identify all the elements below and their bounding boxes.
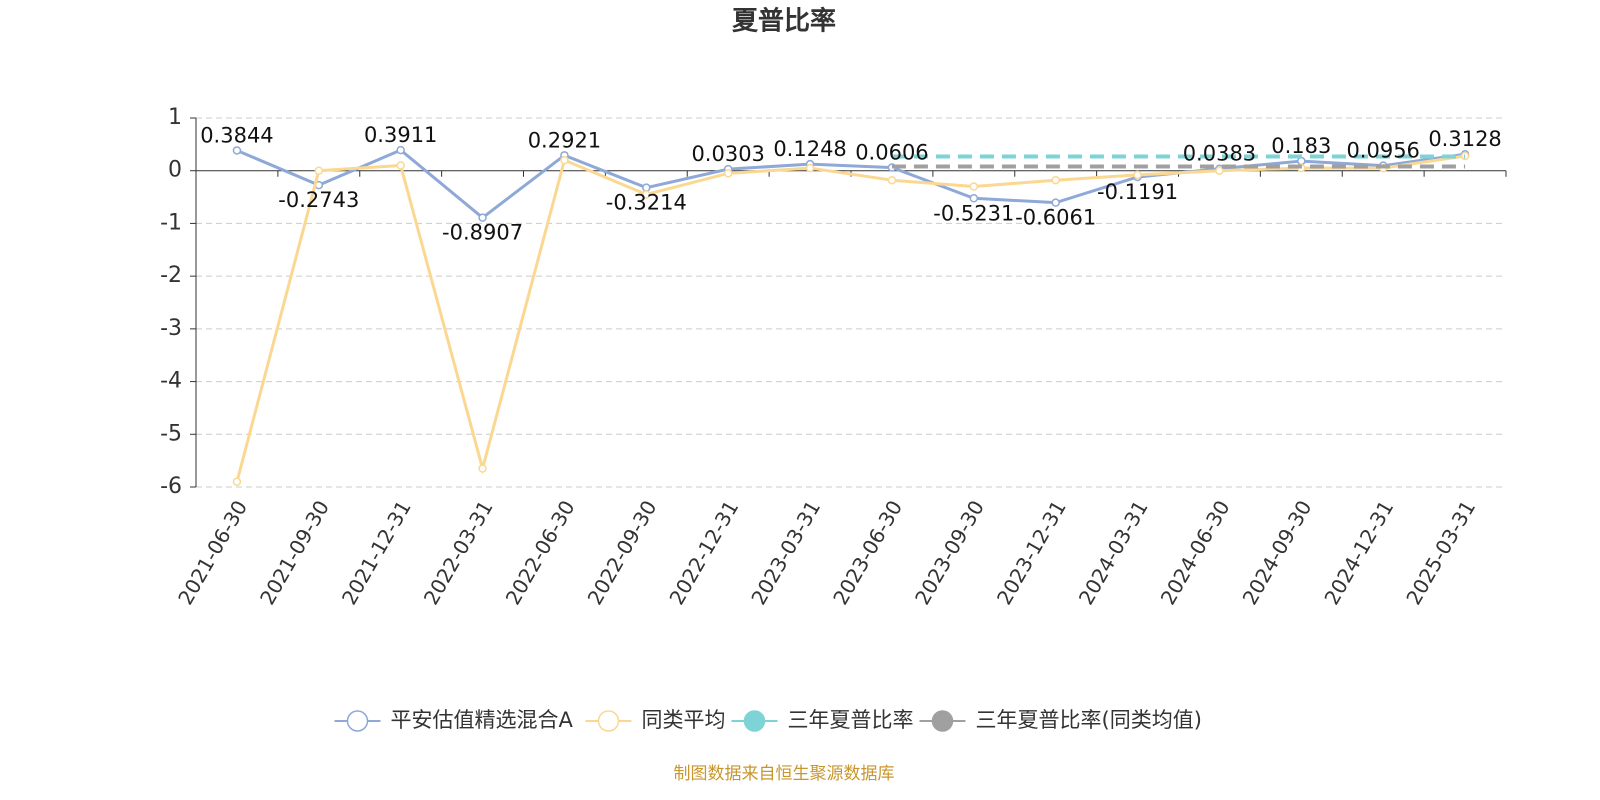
x-tick-label: 2024-06-30 xyxy=(1156,496,1235,609)
data-label: 0.0303 xyxy=(691,142,764,166)
data-label: -0.2743 xyxy=(278,188,359,212)
x-tick-label: 2022-03-31 xyxy=(419,496,498,609)
y-tick-label: -3 xyxy=(160,316,182,341)
point xyxy=(478,213,487,222)
point xyxy=(1297,156,1306,166)
point xyxy=(560,155,569,165)
y-tick-label: -2 xyxy=(160,263,182,288)
legend-label: 平安估值精选混合A xyxy=(391,708,574,732)
data-label: 0.0606 xyxy=(855,141,928,165)
x-tick-label: 2024-03-31 xyxy=(1074,496,1153,609)
legend-marker xyxy=(931,710,954,732)
x-tick-label: 2023-12-31 xyxy=(992,496,1071,609)
data-label: 0.1248 xyxy=(773,137,846,161)
data-label: -0.1191 xyxy=(1097,180,1178,204)
series-line xyxy=(235,154,1466,483)
data-label: 0.2921 xyxy=(528,128,601,152)
point xyxy=(887,175,897,185)
x-tick-label: 2024-09-30 xyxy=(1238,496,1317,609)
data-label: 0.0956 xyxy=(1346,139,1419,163)
legend-label: 同类平均 xyxy=(642,708,726,732)
x-tick-label: 2022-06-30 xyxy=(501,496,580,609)
x-tick-label: 2021-12-31 xyxy=(337,496,416,609)
point xyxy=(478,464,487,473)
point xyxy=(1133,170,1142,180)
x-tick-label: 2022-12-31 xyxy=(664,496,743,609)
data-label: -0.5231 xyxy=(933,201,1014,225)
y-tick-label: -6 xyxy=(160,474,182,499)
data-label: -0.8907 xyxy=(442,221,523,245)
x-tick-label: 2024-12-31 xyxy=(1319,496,1398,609)
y-tick-label: -5 xyxy=(160,421,182,446)
point xyxy=(969,182,979,191)
series-line xyxy=(236,148,1466,220)
point xyxy=(1051,175,1060,185)
point xyxy=(232,146,242,155)
point xyxy=(805,163,815,173)
point xyxy=(396,145,405,155)
x-tick-label: 2023-09-30 xyxy=(910,496,989,609)
data-label: 0.3844 xyxy=(200,123,273,147)
point xyxy=(969,194,979,203)
point xyxy=(642,190,651,199)
data-label: 0.183 xyxy=(1271,134,1331,158)
legend-marker xyxy=(597,710,620,732)
data-label: -0.6061 xyxy=(1015,206,1096,230)
point xyxy=(723,169,733,178)
data-label: 0.0383 xyxy=(1183,142,1256,166)
y-tick-label: 1 xyxy=(168,105,182,130)
data-label: 0.3911 xyxy=(364,123,437,147)
point xyxy=(314,166,324,175)
legend-label: 三年夏普比率(同类均值) xyxy=(976,708,1202,732)
y-tick-label: -4 xyxy=(160,369,182,394)
legend-label: 三年夏普比率 xyxy=(788,708,914,732)
x-tick-label: 2021-06-30 xyxy=(173,496,252,609)
data-label: 0.3128 xyxy=(1428,127,1501,151)
y-tick-label: -1 xyxy=(160,210,182,235)
x-tick-label: 2021-09-30 xyxy=(255,496,334,609)
footer: 制图数据来自恒生聚源数据库 xyxy=(674,764,895,784)
point xyxy=(1051,198,1060,207)
x-tick-label: 2023-03-31 xyxy=(746,496,825,609)
legend-marker xyxy=(346,710,369,732)
y-tick-label: 0 xyxy=(168,158,182,183)
legend-marker xyxy=(743,710,766,732)
x-tick-label: 2025-03-31 xyxy=(1401,496,1480,609)
x-tick-label: 2023-06-30 xyxy=(828,496,907,609)
x-tick-label: 2022-09-30 xyxy=(583,496,662,609)
point xyxy=(396,161,405,170)
point xyxy=(1215,166,1224,175)
data-label: -0.3214 xyxy=(606,191,687,215)
point xyxy=(232,477,242,486)
chart-title: 夏普比率 xyxy=(732,6,836,37)
